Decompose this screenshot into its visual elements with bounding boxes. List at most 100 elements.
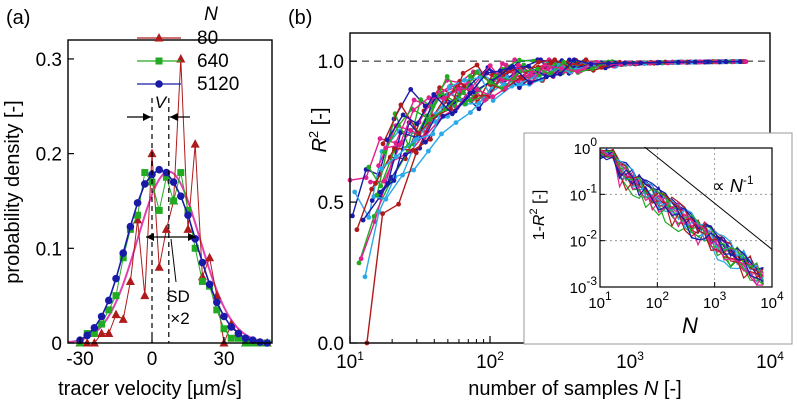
data-point-640	[119, 254, 127, 262]
data-point-640	[134, 211, 142, 219]
data-point-80	[97, 328, 107, 338]
data-point-5120	[249, 336, 257, 344]
r2-data-point	[391, 178, 397, 183]
r2-data-point	[527, 80, 533, 86]
panel-b-x-tick-label: 103	[616, 349, 644, 373]
r2-data-point	[583, 57, 589, 63]
data-point-640	[105, 306, 113, 314]
data-point-640	[98, 320, 106, 328]
r2-data-point	[440, 113, 446, 119]
data-point-5120	[155, 165, 163, 174]
r2-data-point	[380, 211, 385, 217]
r2-data-point	[723, 59, 729, 65]
r2-data-point	[430, 131, 436, 137]
r2-data-point	[416, 130, 422, 136]
r2-data-point	[377, 189, 383, 195]
r2-data-point	[400, 172, 405, 178]
r2-data-point	[411, 97, 417, 103]
r2-data-point	[461, 90, 466, 96]
r2-data-point	[622, 60, 628, 66]
panel-b-x-tick-label: 101	[336, 349, 364, 373]
r2-data-point	[737, 59, 743, 64]
r2-data-point	[444, 74, 450, 79]
r2-data-point	[356, 260, 362, 266]
r2-data-point	[599, 65, 604, 70]
sd-label: SD	[166, 287, 190, 306]
r2-data-point	[526, 63, 531, 69]
r2-data-point	[567, 57, 572, 63]
panel-b-x-tick-label: 102	[476, 349, 504, 373]
r2-data-point	[546, 66, 551, 72]
data-point-80	[104, 328, 114, 338]
legend-label-80: 80	[197, 28, 218, 49]
data-point-5120	[227, 323, 235, 331]
data-point-5120	[184, 211, 192, 219]
legend-marker-80	[154, 33, 164, 42]
data-point-640	[141, 169, 149, 177]
r2-data-point	[542, 62, 548, 68]
r2-data-point	[453, 120, 459, 125]
inset-x-tick-label: 102	[646, 289, 670, 312]
inset-slope-label: ∝ N-1	[712, 173, 754, 196]
r2-data-point	[515, 62, 521, 68]
data-point-640	[177, 169, 185, 177]
mean-arrowhead-left	[143, 113, 151, 121]
inset-curve	[599, 151, 764, 277]
data-point-5120	[126, 222, 135, 231]
data-point-80	[82, 338, 92, 347]
r2-data-point	[426, 95, 432, 101]
data-point-640	[170, 197, 178, 205]
data-point-5120	[169, 178, 178, 186]
data-point-640	[112, 292, 120, 300]
r2-data-point	[497, 68, 503, 74]
r2-data-point	[462, 77, 467, 83]
r2-data-point	[392, 145, 397, 151]
panel-b: (b) 101 102 103 104 0.0 0.5 1.0 number of samp…	[288, 7, 793, 400]
data-point-80	[118, 314, 128, 323]
r2-data-point	[467, 73, 473, 79]
r2-data-point	[411, 167, 417, 173]
r2-data-point	[476, 101, 482, 106]
inset-y-tick-label: 10-3	[570, 274, 598, 297]
r2-data-point	[384, 137, 390, 143]
r2-data-point	[418, 97, 424, 103]
r2-data-point	[548, 71, 553, 77]
r2-data-point	[428, 136, 433, 142]
data-point-5120	[241, 334, 250, 343]
inset-x-tick-label: 103	[703, 289, 727, 312]
r2-data-point	[474, 87, 480, 92]
r2-data-point	[393, 154, 399, 160]
data-point-640	[184, 206, 192, 214]
inset-slope-line	[644, 146, 773, 250]
data-point-5120	[177, 192, 185, 201]
data-point-5120	[112, 274, 120, 283]
data-point-640	[227, 334, 235, 342]
r2-data-point	[382, 150, 387, 155]
data-point-5120	[133, 199, 142, 207]
r2-data-point	[484, 70, 490, 76]
r2-data-point	[516, 57, 522, 63]
r2-data-point	[369, 198, 375, 203]
panel-a-label: (a)	[6, 7, 30, 29]
data-point-5120	[105, 296, 113, 305]
r2-data-point	[381, 178, 387, 184]
data-point-80	[125, 276, 135, 285]
data-point-5120	[97, 312, 106, 321]
mean-label: V	[155, 93, 168, 112]
r2-data-point	[376, 209, 382, 215]
r2-data-point	[474, 62, 480, 68]
r2-data-point	[692, 59, 698, 65]
r2-data-point	[457, 86, 462, 92]
data-point-80	[140, 290, 150, 300]
r2-data-point	[510, 64, 515, 69]
panel-b-y-tick-label: 0.0	[318, 334, 344, 355]
r2-data-point	[358, 256, 364, 262]
r2-data-point	[439, 131, 444, 137]
data-point-5120	[213, 298, 221, 307]
panel-b-label: (b)	[288, 7, 312, 29]
sd-arrowhead-left	[146, 233, 154, 241]
r2-data-point	[544, 74, 549, 80]
r2-data-point	[350, 213, 355, 219]
panel-a-x-tick-label: 30	[213, 349, 234, 370]
